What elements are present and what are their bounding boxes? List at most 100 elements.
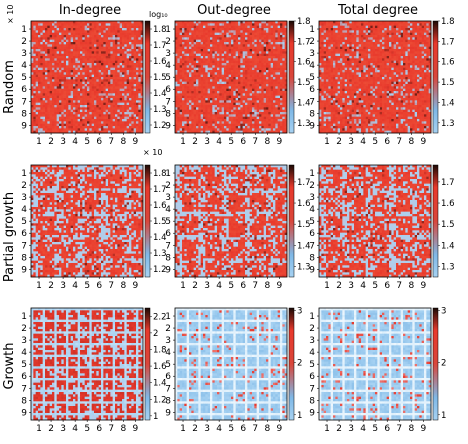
heatmap-cell [43,98,46,101]
heatmap-cell [47,112,50,115]
heatmap-cell [47,63,50,66]
heatmap-cell [40,61,43,64]
heatmap-cell [275,68,278,71]
heatmap-cell [219,47,222,50]
heatmap-cell [45,49,48,52]
heatmap-cell [208,121,211,124]
heatmap-cell [252,126,255,129]
heatmap-cell [245,61,248,64]
heatmap-cell [113,65,116,68]
heatmap-cell [108,63,111,66]
heatmap-cell [275,56,278,59]
heatmap-cell [36,33,39,36]
heatmap-cell [40,79,43,82]
heatmap-cell [106,91,109,94]
heatmap-cell [134,47,137,50]
heatmap-cell [396,28,399,31]
heatmap-cell [177,70,180,73]
heatmap-cell [187,54,190,57]
heatmap-cell [359,23,362,26]
heatmap-cell [243,105,246,108]
heatmap-cell [75,40,78,43]
heatmap-cell [252,124,255,127]
heatmap-cell [184,56,187,59]
heatmap-cell [261,110,264,113]
heatmap-cell [99,121,102,124]
heatmap-cell [85,61,88,64]
heatmap-cell [80,79,83,82]
heatmap-cell [201,35,204,38]
heatmap-cell [201,30,204,33]
heatmap-cell [75,35,78,38]
heatmap-cell [268,40,271,43]
y-tick-label: 7 [165,97,171,107]
heatmap-cell [120,110,123,113]
heatmap-cell [210,77,213,80]
heatmap-cell [354,28,357,31]
heatmap-cell [201,47,204,50]
heatmap-cell [410,28,413,31]
heatmap-cell [40,98,43,101]
heatmap-cell [233,72,236,75]
heatmap-cell [50,126,53,129]
heatmap-cell [417,28,420,31]
heatmap-cell [99,98,102,101]
heatmap-cell [187,65,190,68]
heatmap-cell [212,26,215,29]
heatmap-cell [273,44,276,47]
heatmap-cell [80,49,83,52]
heatmap-cell [87,30,90,33]
heatmap-cell [191,107,194,110]
heatmap-cell [108,28,111,31]
heatmap-cell [136,114,139,117]
heatmap-cell [127,30,130,33]
heatmap-cell [184,121,187,124]
heatmap-cell [278,30,281,33]
heatmap-cell [57,37,60,40]
heatmap-cell [273,33,276,36]
heatmap-cell [229,110,232,113]
heatmap-cell [64,35,67,38]
heatmap-cell [136,28,139,31]
heatmap-cell [96,33,99,36]
heatmap-cell [194,65,197,68]
heatmap-cell [108,110,111,113]
heatmap-cell [122,82,125,85]
heatmap-cell [120,68,123,71]
heatmap-cell [264,33,267,36]
heatmap-cell [180,93,183,96]
heatmap-cell [189,37,192,40]
heatmap-cell [215,26,218,29]
heatmap-cell [43,44,46,47]
heatmap-cell [129,128,132,131]
heatmap-cell [182,96,185,99]
y-tick-label: 3 [165,49,171,59]
heatmap-cell [268,72,271,75]
heatmap-cell [106,84,109,87]
heatmap-cell [219,89,222,92]
heatmap-cell [82,100,85,103]
heatmap-cell [257,72,260,75]
heatmap-cell [122,28,125,31]
heatmap-cell [57,54,60,57]
heatmap-cell [64,96,67,99]
heatmap-cell [245,84,248,87]
heatmap-cell [64,82,67,85]
heatmap-cell [110,82,113,85]
heatmap-cell [68,82,71,85]
heatmap-cell [252,82,255,85]
heatmap-cell [231,65,234,68]
heatmap-cell [66,93,69,96]
heatmap-cell [47,23,50,26]
heatmap-cell [106,124,109,127]
heatmap-cell [243,37,246,40]
heatmap-cell [61,28,64,31]
heatmap-cell [236,37,239,40]
heatmap-cell [184,103,187,106]
heatmap-cell [73,89,76,92]
heatmap-cell [229,26,232,29]
heatmap-cell [85,121,88,124]
x-tick-label: 2 [192,137,198,147]
heatmap-cell [82,112,85,115]
heatmap-cell [266,114,269,117]
